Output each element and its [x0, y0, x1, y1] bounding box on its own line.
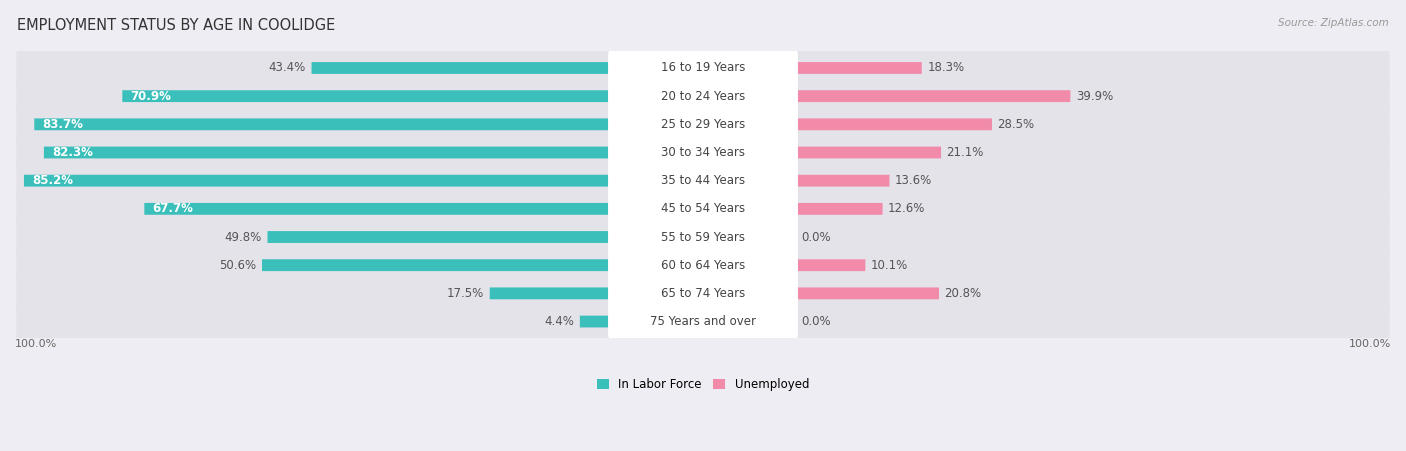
- Text: 55 to 59 Years: 55 to 59 Years: [661, 230, 745, 244]
- Text: 82.3%: 82.3%: [52, 146, 93, 159]
- FancyBboxPatch shape: [44, 147, 610, 158]
- FancyBboxPatch shape: [796, 119, 993, 130]
- Text: 39.9%: 39.9%: [1076, 90, 1114, 103]
- Text: 18.3%: 18.3%: [928, 61, 965, 74]
- Text: 13.6%: 13.6%: [896, 174, 932, 187]
- Text: 28.5%: 28.5%: [997, 118, 1035, 131]
- Text: 30 to 34 Years: 30 to 34 Years: [661, 146, 745, 159]
- FancyBboxPatch shape: [607, 247, 799, 284]
- FancyBboxPatch shape: [34, 119, 610, 130]
- Text: 100.0%: 100.0%: [1348, 339, 1391, 349]
- FancyBboxPatch shape: [489, 287, 610, 299]
- Text: 100.0%: 100.0%: [15, 339, 58, 349]
- Text: 65 to 74 Years: 65 to 74 Years: [661, 287, 745, 300]
- FancyBboxPatch shape: [17, 160, 1389, 202]
- FancyBboxPatch shape: [17, 272, 1389, 314]
- Text: 0.0%: 0.0%: [801, 315, 831, 328]
- Text: 17.5%: 17.5%: [447, 287, 484, 300]
- FancyBboxPatch shape: [17, 132, 1389, 173]
- FancyBboxPatch shape: [796, 203, 883, 215]
- Text: 12.6%: 12.6%: [889, 202, 925, 215]
- FancyBboxPatch shape: [607, 134, 799, 171]
- Text: 50.6%: 50.6%: [219, 259, 256, 272]
- FancyBboxPatch shape: [17, 103, 1389, 145]
- FancyBboxPatch shape: [796, 259, 865, 271]
- Text: 85.2%: 85.2%: [32, 174, 73, 187]
- Text: 75 Years and over: 75 Years and over: [650, 315, 756, 328]
- Text: 70.9%: 70.9%: [131, 90, 172, 103]
- FancyBboxPatch shape: [796, 62, 922, 74]
- FancyBboxPatch shape: [24, 175, 610, 187]
- FancyBboxPatch shape: [122, 90, 610, 102]
- FancyBboxPatch shape: [796, 90, 1070, 102]
- FancyBboxPatch shape: [607, 50, 799, 87]
- FancyBboxPatch shape: [796, 175, 890, 187]
- Text: 25 to 29 Years: 25 to 29 Years: [661, 118, 745, 131]
- FancyBboxPatch shape: [607, 218, 799, 256]
- Text: 67.7%: 67.7%: [153, 202, 194, 215]
- Text: 49.8%: 49.8%: [225, 230, 262, 244]
- FancyBboxPatch shape: [607, 275, 799, 312]
- FancyBboxPatch shape: [607, 106, 799, 143]
- Text: 43.4%: 43.4%: [269, 61, 307, 74]
- FancyBboxPatch shape: [17, 47, 1389, 89]
- Text: 20.8%: 20.8%: [945, 287, 981, 300]
- Text: EMPLOYMENT STATUS BY AGE IN COOLIDGE: EMPLOYMENT STATUS BY AGE IN COOLIDGE: [17, 18, 335, 33]
- Text: 60 to 64 Years: 60 to 64 Years: [661, 259, 745, 272]
- FancyBboxPatch shape: [312, 62, 610, 74]
- Text: 0.0%: 0.0%: [801, 230, 831, 244]
- Text: Source: ZipAtlas.com: Source: ZipAtlas.com: [1278, 18, 1389, 28]
- Text: 21.1%: 21.1%: [946, 146, 984, 159]
- FancyBboxPatch shape: [17, 301, 1389, 342]
- Text: 20 to 24 Years: 20 to 24 Years: [661, 90, 745, 103]
- FancyBboxPatch shape: [145, 203, 610, 215]
- FancyBboxPatch shape: [579, 316, 610, 327]
- Text: 4.4%: 4.4%: [544, 315, 574, 328]
- FancyBboxPatch shape: [796, 287, 939, 299]
- Legend: In Labor Force, Unemployed: In Labor Force, Unemployed: [592, 373, 814, 396]
- Text: 45 to 54 Years: 45 to 54 Years: [661, 202, 745, 215]
- FancyBboxPatch shape: [607, 162, 799, 199]
- FancyBboxPatch shape: [607, 78, 799, 115]
- Text: 35 to 44 Years: 35 to 44 Years: [661, 174, 745, 187]
- Text: 83.7%: 83.7%: [42, 118, 83, 131]
- FancyBboxPatch shape: [267, 231, 610, 243]
- FancyBboxPatch shape: [17, 75, 1389, 117]
- Text: 10.1%: 10.1%: [870, 259, 908, 272]
- FancyBboxPatch shape: [607, 303, 799, 340]
- FancyBboxPatch shape: [262, 259, 610, 271]
- FancyBboxPatch shape: [607, 190, 799, 227]
- FancyBboxPatch shape: [796, 147, 941, 158]
- FancyBboxPatch shape: [17, 244, 1389, 286]
- Text: 16 to 19 Years: 16 to 19 Years: [661, 61, 745, 74]
- FancyBboxPatch shape: [17, 188, 1389, 230]
- FancyBboxPatch shape: [17, 216, 1389, 258]
